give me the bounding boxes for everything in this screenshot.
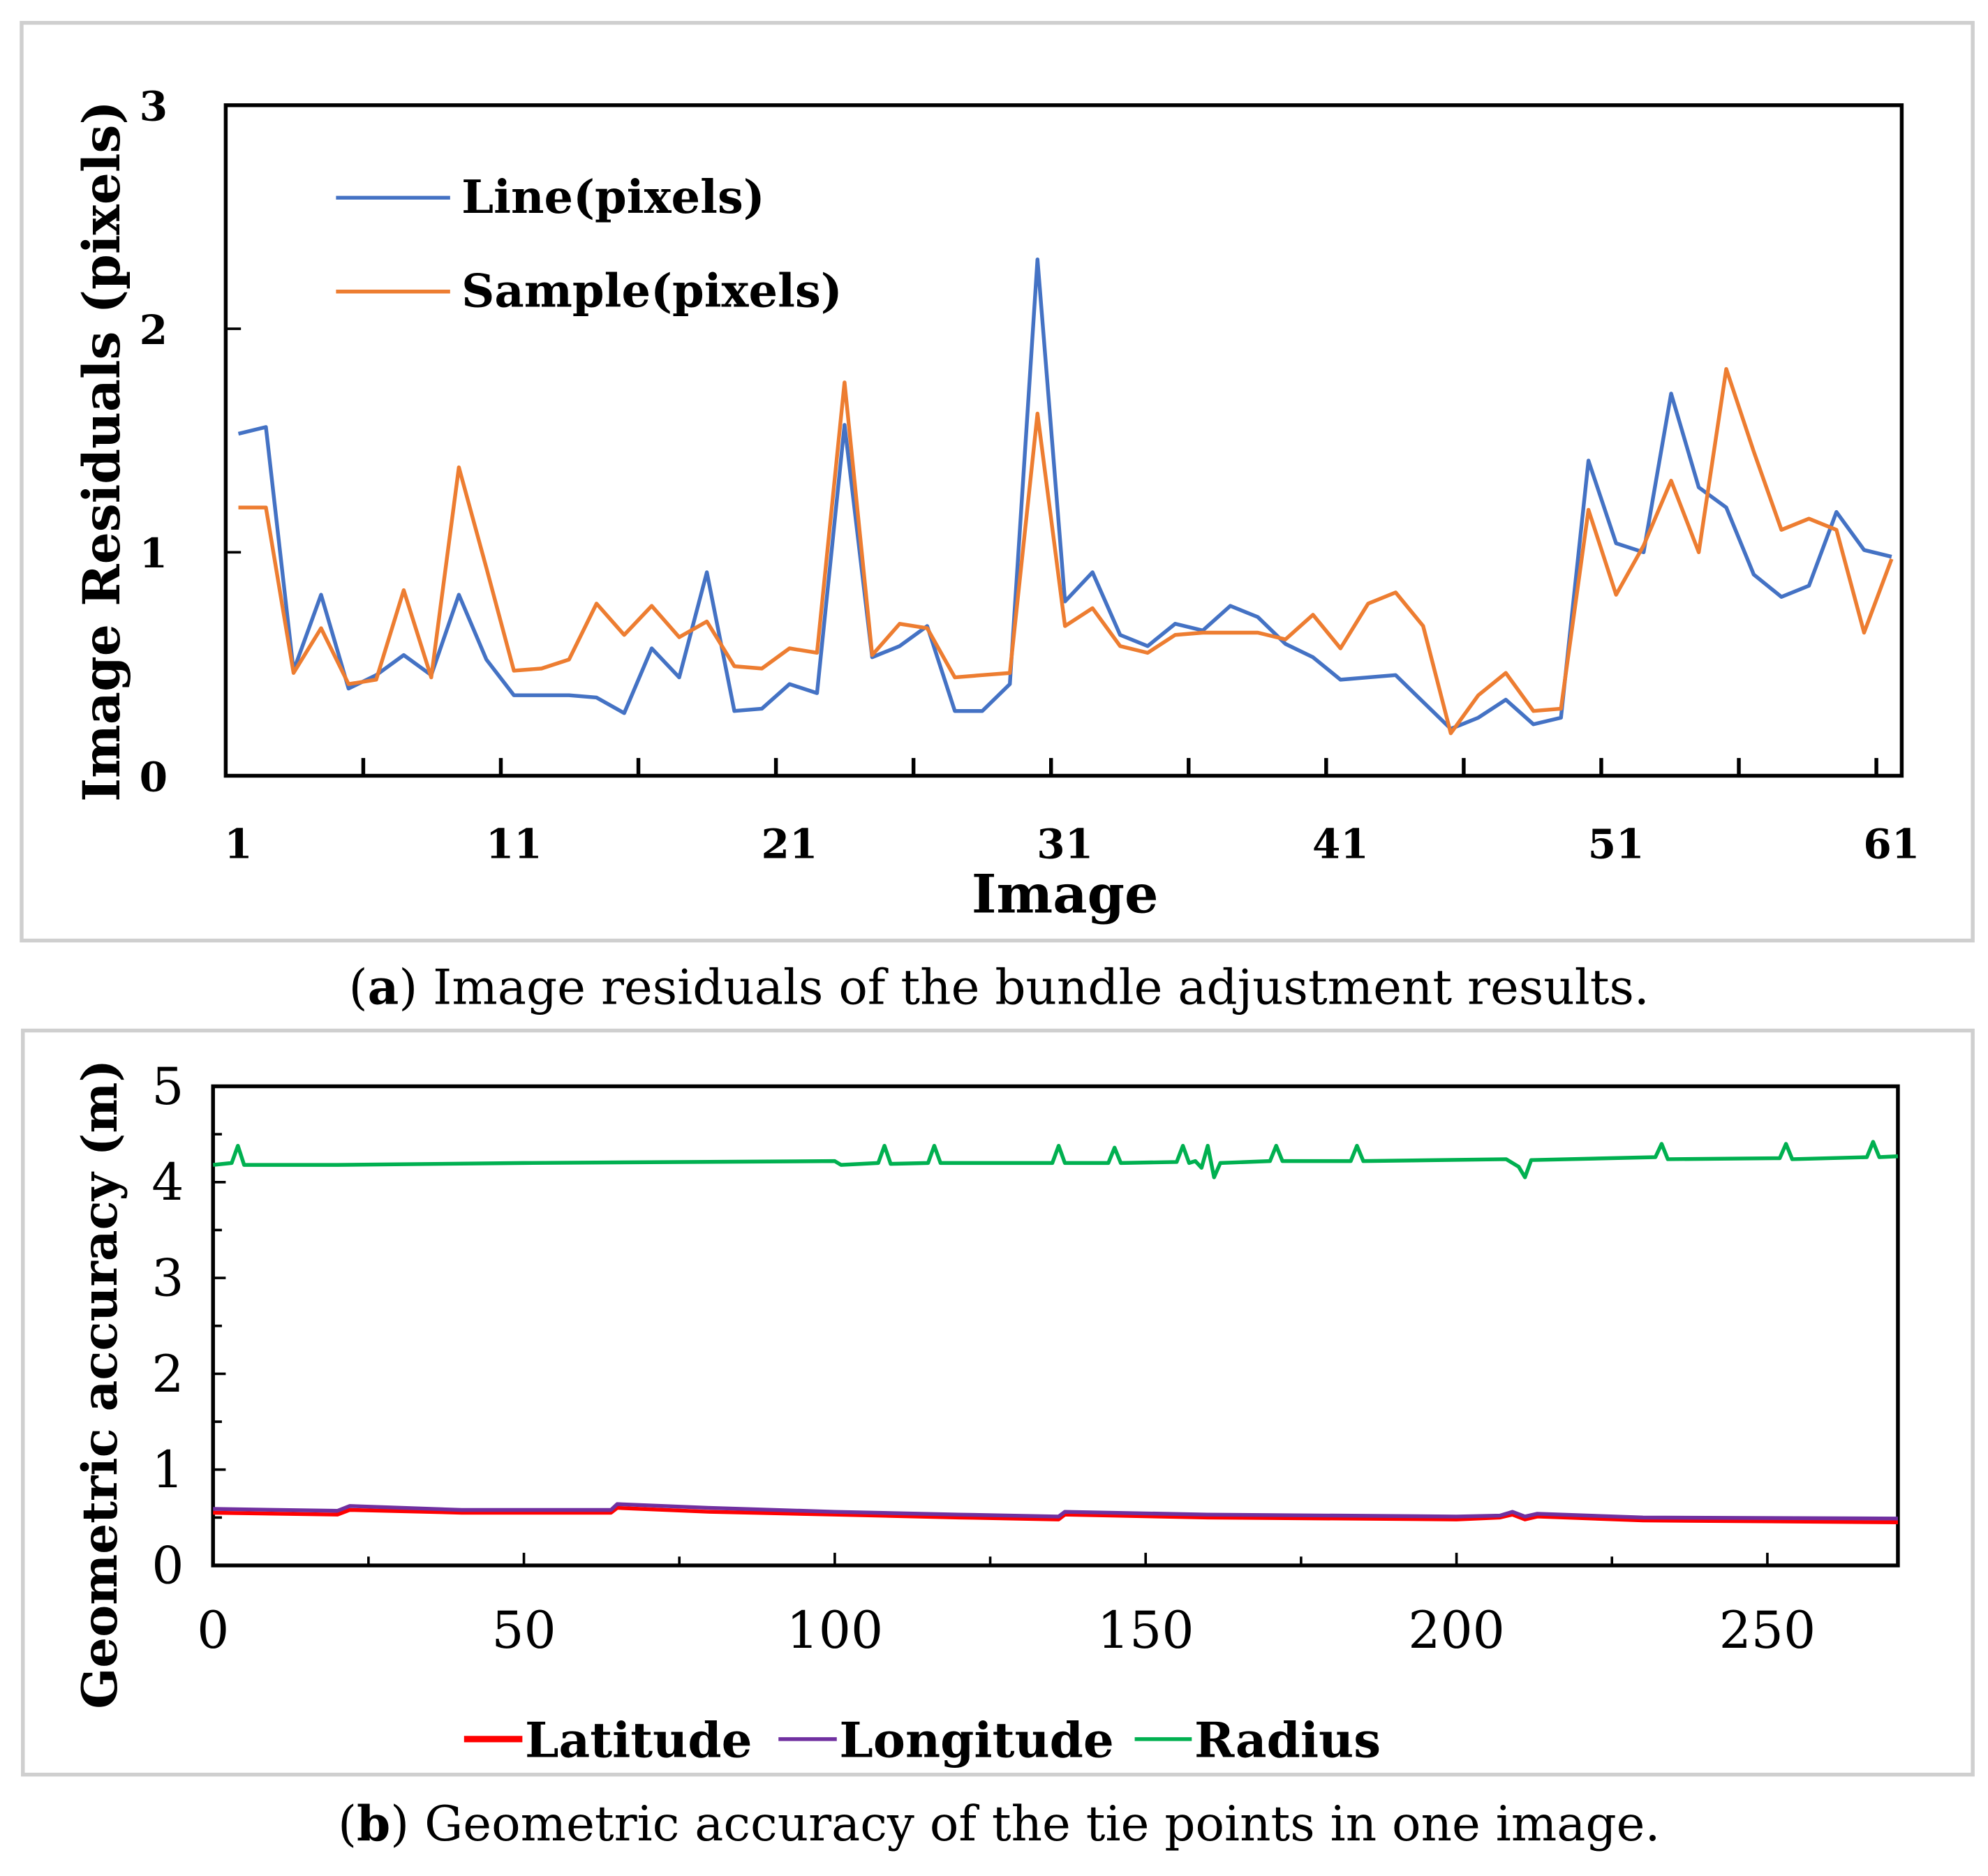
caption-b-label: b xyxy=(357,1796,390,1852)
legend-b: Latitude Longitude Radius xyxy=(463,1712,1381,1769)
x-tick-label: 50 xyxy=(491,1602,556,1660)
x-tick-label: 250 xyxy=(1719,1602,1816,1660)
y-tick-label: 5 xyxy=(151,1058,184,1117)
x-tick-label: 51 xyxy=(1588,820,1645,868)
x-tick-label: 61 xyxy=(1863,820,1920,868)
plot-a-lines xyxy=(237,258,1894,736)
series-line-radius xyxy=(212,1140,1899,1179)
caption-b: (b) Geometric accuracy of the tie points… xyxy=(338,1796,1660,1852)
caption-b-text: Geometric accuracy of the tie points in … xyxy=(424,1796,1660,1852)
x-tick-label: 1 xyxy=(224,820,252,868)
panel-a-frame xyxy=(20,20,1975,943)
y-tick-label: 3 xyxy=(151,1250,184,1309)
legend-label-latitude: Latitude xyxy=(525,1712,752,1769)
series-line-sample xyxy=(238,366,1894,736)
y-tick-label: 2 xyxy=(151,1346,184,1404)
y-tick-label: 1 xyxy=(140,529,168,577)
series-line-line xyxy=(237,258,1892,731)
plot-a-area xyxy=(223,103,1904,778)
legend-label-line: Line(pixels) xyxy=(461,171,765,224)
x-tick-label: 150 xyxy=(1097,1602,1194,1660)
x-tick-label: 200 xyxy=(1408,1602,1505,1660)
legend-label-longitude: Longitude xyxy=(839,1712,1113,1769)
series-line-longitude xyxy=(213,1502,1898,1521)
panel-b-frame xyxy=(21,1028,1975,1777)
y-tick-label: 0 xyxy=(140,752,168,801)
legend-label-radius: Radius xyxy=(1194,1712,1381,1769)
y-tick-label: 0 xyxy=(151,1537,184,1595)
y-tick-label: 2 xyxy=(140,306,168,354)
x-tick-label: 100 xyxy=(787,1602,884,1660)
x-tick-label: 0 xyxy=(197,1602,229,1660)
caption-a-text: Image residuals of the bundle adjustment… xyxy=(433,960,1649,1015)
x-tick-label: 41 xyxy=(1312,820,1369,868)
caption-a-label: a xyxy=(368,959,399,1015)
x-axis-label-a: Image xyxy=(972,863,1159,925)
y-tick-label: 1 xyxy=(151,1441,184,1500)
plot-b-lines xyxy=(212,1140,1899,1524)
x-tick-label: 11 xyxy=(486,820,542,868)
y-tick-label: 4 xyxy=(151,1154,184,1212)
legend-label-sample: Sample(pixels) xyxy=(461,265,843,318)
series-line-latitude xyxy=(213,1505,1898,1524)
y-tick-label: 3 xyxy=(140,82,168,131)
y-axis-label-a: Image Residuals (pixels) xyxy=(73,100,132,802)
caption-a: (a) Image residuals of the bundle adjust… xyxy=(349,959,1649,1015)
y-axis-label-b: Geometric accuracy (m) xyxy=(72,1059,128,1709)
x-tick-label: 21 xyxy=(762,820,818,868)
x-tick-label: 31 xyxy=(1037,820,1093,868)
legend-a: Line(pixels) Sample(pixels) xyxy=(336,171,843,318)
